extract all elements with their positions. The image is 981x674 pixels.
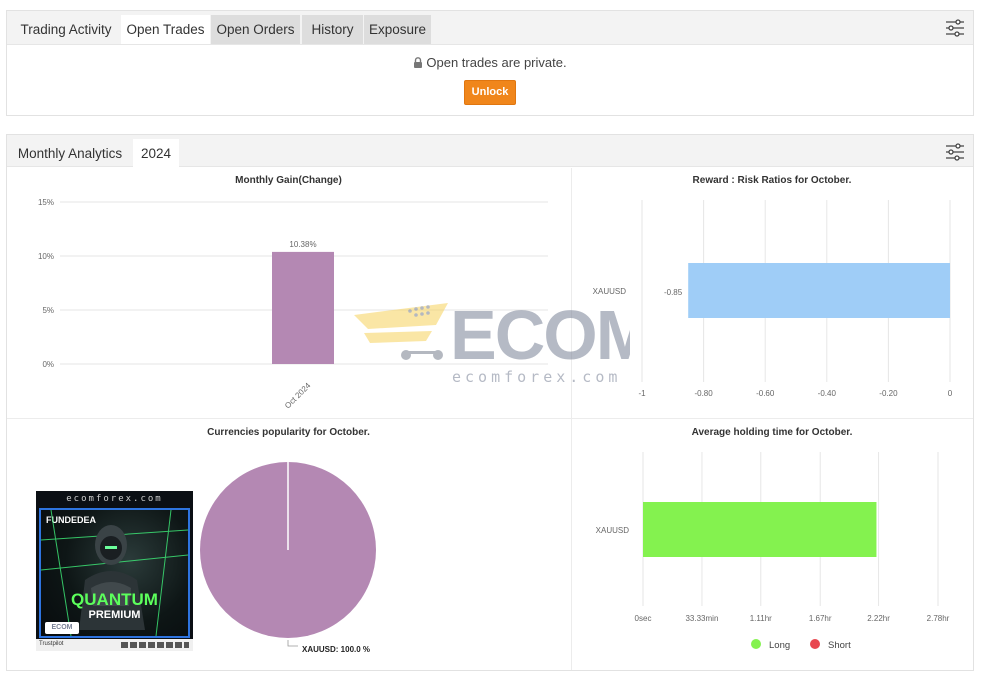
risk-x-tick-label: -0.80	[694, 389, 713, 398]
risk-x-tick-label: -0.20	[879, 389, 898, 398]
ad-logo-text: ECOM	[51, 624, 73, 631]
payment-icons	[121, 642, 189, 648]
ad-footer: Trustpilot	[36, 639, 193, 651]
holding-x-tick-label: 33.33min	[685, 614, 718, 623]
holding-category-label: XAUUSD	[596, 526, 630, 535]
ad-site: ecomforex.com	[66, 494, 163, 504]
lock-icon	[414, 57, 423, 68]
popularity-chart-title: Currencies popularity for October.	[207, 427, 370, 438]
monthly-analytics-header: Monthly Analytics 2024	[7, 135, 973, 168]
settings-sliders-icon[interactable]	[945, 143, 965, 161]
ad-trustpilot: Trustpilot	[39, 641, 64, 647]
holding-x-tick-label: 2.22hr	[867, 614, 890, 623]
holding-chart: 0sec 33.33min 1.11hr 1.67hr 2.22hr 2.78hr XAUU…	[596, 452, 950, 623]
gain-bar	[272, 251, 334, 364]
private-message-row: Open trades are private.	[7, 55, 973, 70]
popularity-chart	[200, 462, 376, 647]
ad-subtitle: PREMIUM	[88, 609, 141, 621]
risk-x-tick-label: -0.60	[756, 389, 775, 398]
legend-dot-short	[810, 639, 820, 649]
gain-y-tick-label: 15%	[38, 198, 54, 207]
legend-item-long[interactable]: Long	[751, 639, 790, 651]
tab-exposure[interactable]: Exposure	[364, 15, 431, 44]
pie-slice-label: XAUUSD: 100.0 %	[302, 645, 371, 654]
holding-chart-title: Average holding time for October.	[691, 427, 853, 438]
risk-x-tick-label: -1	[638, 389, 646, 398]
chart-grid-vertical-divider	[571, 168, 572, 670]
gain-x-tick-label: Oct 2024	[283, 381, 313, 411]
quantum-premium-ad[interactable]: ecomforex.com FUNDEDEA QUANTUM PREMIUM E…	[36, 491, 193, 651]
risk-x-tick-label: 0	[948, 389, 953, 398]
legend-dot-long	[751, 639, 761, 649]
unlock-button[interactable]: Unlock	[464, 80, 516, 105]
trading-activity-panel: Trading Activity Open Trades Open Orders…	[6, 10, 974, 116]
gain-y-tick-label: 10%	[38, 252, 54, 261]
ad-brand: FUNDEDEA	[46, 515, 97, 525]
holding-x-tick-label: 1.11hr	[750, 614, 772, 623]
trading-activity-header: Trading Activity Open Trades Open Orders…	[7, 11, 973, 45]
risk-data-label: -0.85	[664, 288, 683, 297]
robot-figure	[41, 510, 188, 636]
legend-item-short[interactable]: Short	[810, 639, 851, 651]
holding-x-tick-label: 2.78hr	[927, 614, 950, 623]
holding-x-tick-label: 1.67hr	[809, 614, 832, 623]
risk-chart-title: Reward : Risk Ratios for October.	[692, 175, 852, 186]
gain-y-tick-label: 5%	[42, 306, 54, 315]
risk-x-tick-label: -0.40	[818, 389, 837, 398]
pie-label-leader	[287, 640, 298, 647]
tab-open-trades[interactable]: Open Trades	[121, 15, 210, 44]
ad-logo: ECOM	[45, 622, 79, 634]
gain-chart-title: Monthly Gain(Change)	[235, 175, 342, 186]
gain-data-label: 10.38%	[289, 240, 316, 249]
private-message: Open trades are private.	[426, 55, 567, 70]
ad-product: QUANTUM	[71, 590, 158, 609]
risk-bar	[688, 263, 950, 318]
trading-activity-title: Trading Activity	[20, 22, 112, 37]
tab-history[interactable]: History	[302, 15, 363, 44]
risk-category-label: XAUUSD	[593, 287, 627, 296]
holding-x-tick-label: 0sec	[635, 614, 652, 623]
risk-chart: -1 -0.80 -0.60 -0.40 -0.20 0 XAUUSD -0.85	[593, 200, 953, 398]
gain-y-tick-label: 0%	[42, 360, 54, 369]
chart-grid-horizontal-divider	[7, 418, 973, 419]
legend-label-short: Short	[828, 640, 851, 651]
tab-open-orders[interactable]: Open Orders	[211, 15, 300, 44]
legend-label-long: Long	[769, 640, 791, 651]
ad-inner-frame: FUNDEDEA QUANTUM PREMIUM ECOM	[39, 508, 190, 638]
holding-bar-long	[643, 502, 877, 557]
settings-sliders-icon[interactable]	[945, 19, 965, 37]
gain-chart: 15% 10% 5% 0% 10.38% Oct 2024	[38, 198, 548, 411]
year-tab[interactable]: 2024	[133, 139, 179, 168]
monthly-analytics-title: Monthly Analytics	[17, 146, 123, 161]
